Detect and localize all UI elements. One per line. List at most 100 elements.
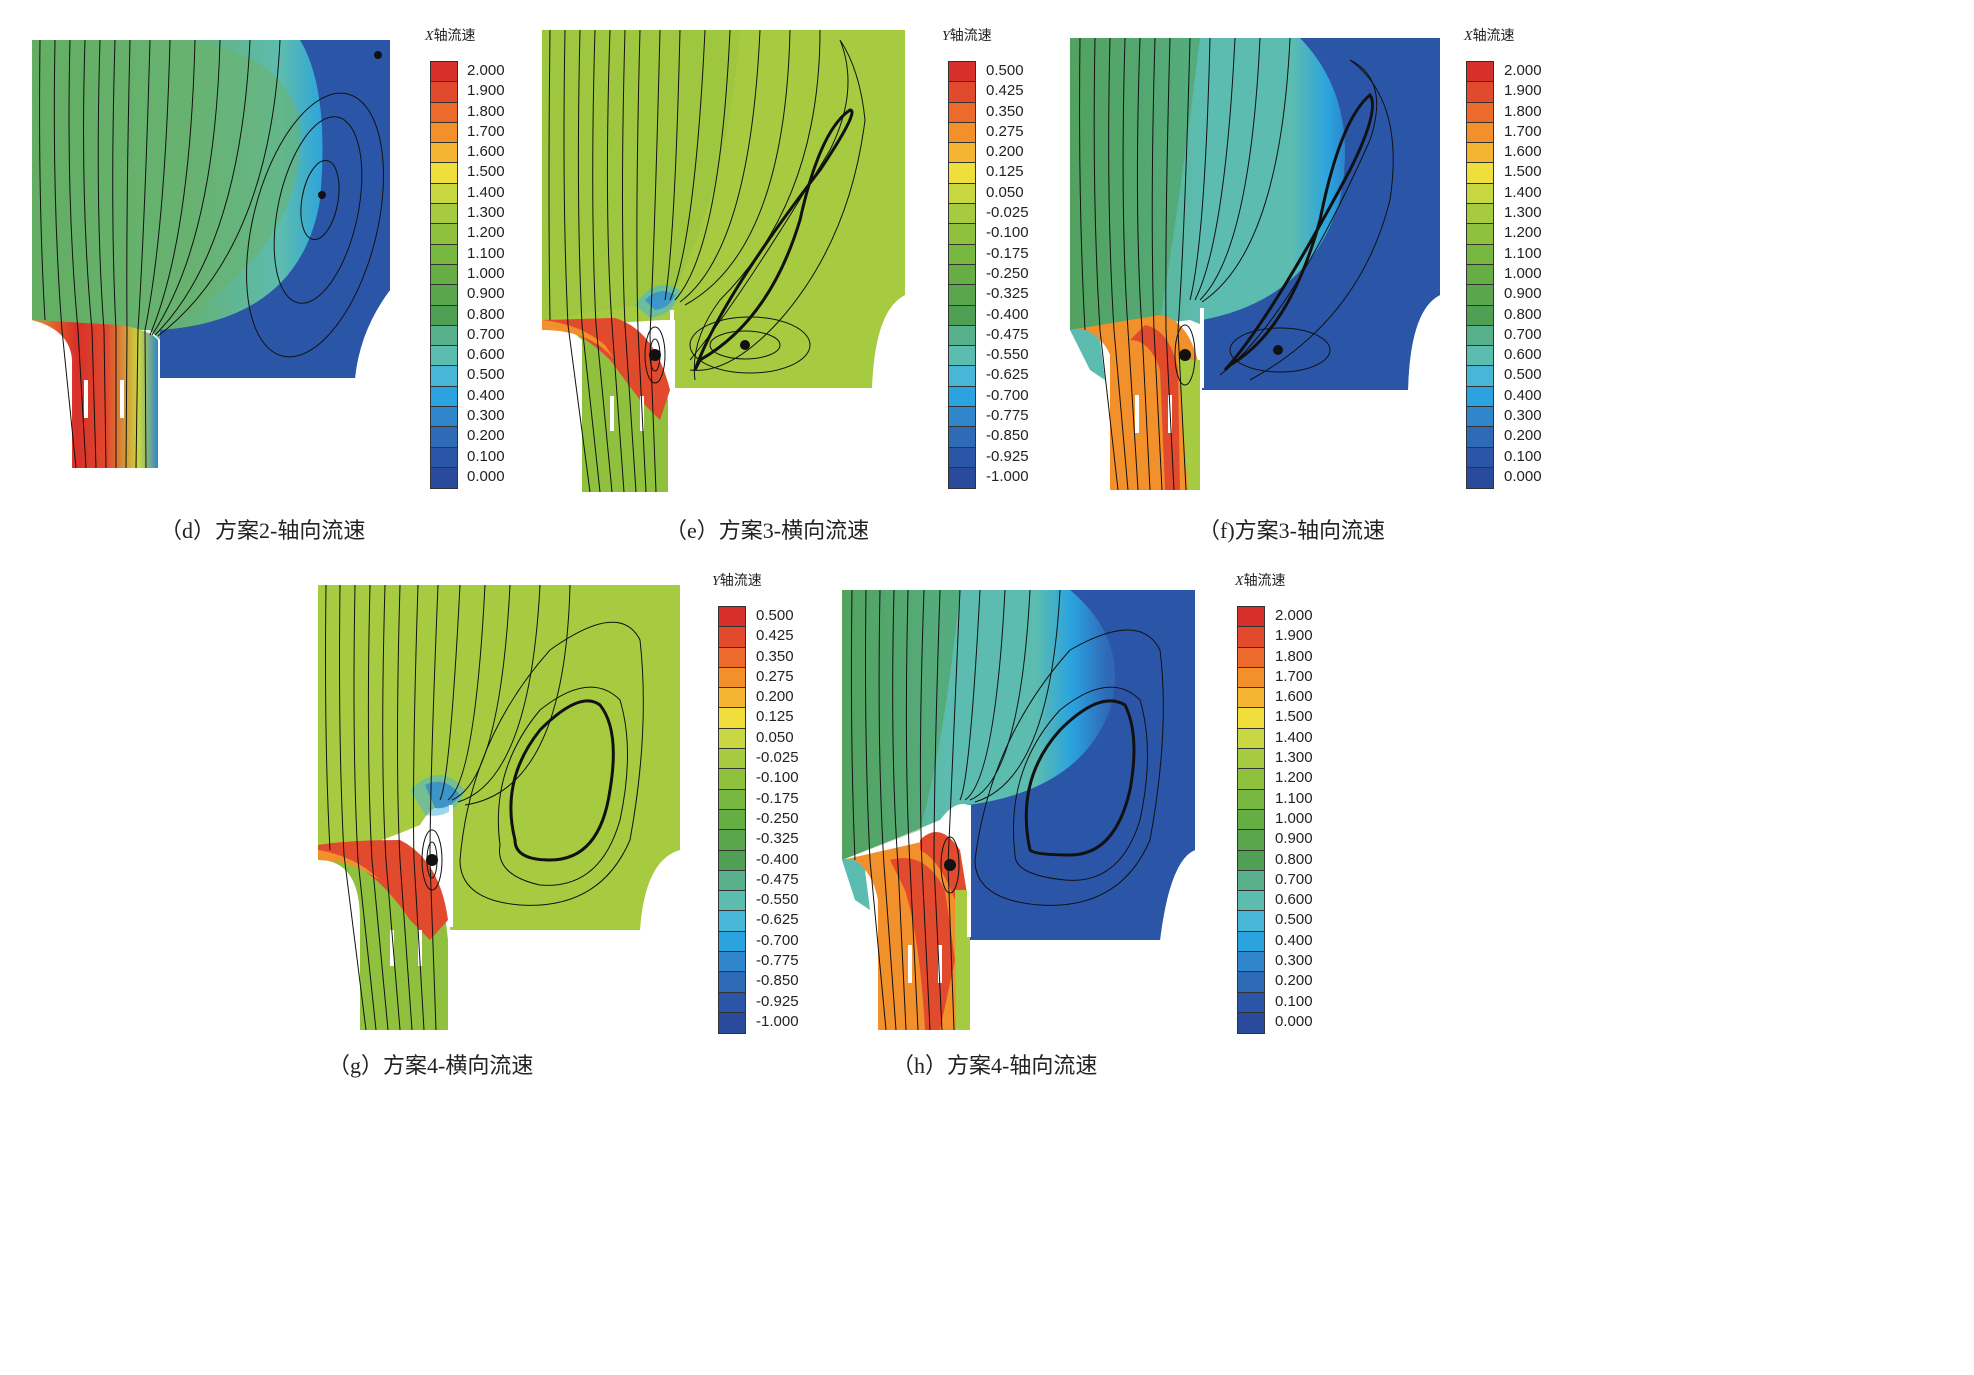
colorbar-tick-label: 0.800 [467, 305, 505, 323]
caption-d: （d）方案2-轴向流速 [160, 518, 366, 543]
colorbar-swatch [431, 224, 457, 245]
colorbar-tick-label: 0.300 [467, 407, 505, 425]
colorbar-tick-label: -0.175 [756, 789, 799, 807]
colorbar-swatch [431, 204, 457, 225]
colorbar-tick-label: -0.550 [986, 346, 1029, 364]
colorbar-tick-label: -0.625 [756, 911, 799, 929]
colorbar-swatch [1238, 607, 1264, 628]
caption-f: （f)方案3-轴向流速 [1198, 518, 1385, 543]
colorbar-swatch [719, 769, 745, 790]
colorbar-tick-label: 1.100 [1504, 244, 1542, 262]
colorbar-tick-label: 0.000 [1504, 467, 1542, 485]
colorbar-tick-label: 1.400 [1275, 728, 1313, 746]
colorbar-tick-label: 1.700 [467, 122, 505, 140]
colorbar-tick-label: 1.900 [1504, 82, 1542, 100]
colorbar-tick-label: 0.275 [756, 667, 794, 685]
colorbar-swatch [949, 183, 975, 205]
colorbar-swatch [431, 183, 457, 205]
colorbar-swatch [1238, 1012, 1264, 1034]
colorbar-tick-label: 1.500 [1504, 163, 1542, 181]
colorbar-swatch [1467, 62, 1493, 83]
colorbar-labels: 0.500 0.425 0.350 0.275 0.200 0.125 0.050 -0.02… [986, 61, 1029, 487]
colorbar-tick-label: 0.350 [986, 102, 1024, 120]
colorbar-swatch [431, 407, 457, 428]
colorbar-tick-label: 1.200 [1504, 224, 1542, 242]
colorbar-swatch [719, 931, 745, 953]
colorbar-tick-label: 0.100 [467, 447, 505, 465]
colorbar-swatch [1467, 204, 1493, 225]
colorbar-tick-label: 1.200 [1275, 769, 1313, 787]
colorbar-swatch [719, 911, 745, 932]
colorbar-tick-label: 1.700 [1275, 667, 1313, 685]
colorbar-tick-label: 0.125 [756, 708, 794, 726]
colorbar-tick-label: 1.800 [467, 102, 505, 120]
colorbar-swatch [949, 122, 975, 144]
colorbar-swatch [949, 244, 975, 265]
colorbar-swatch [1238, 972, 1264, 993]
colorbar-tick-label: -0.775 [756, 952, 799, 970]
colorbar-tick-label: 1.100 [1275, 789, 1313, 807]
colorbar-swatch [719, 728, 745, 750]
colorbar-tick-label: 0.800 [1275, 850, 1313, 868]
colorbar-swatch [431, 305, 457, 326]
colorbar-swatch [431, 82, 457, 103]
panel-d: X轴流速 2.000 1.900 1.800 1.700 1.600 1.500 1.400… [0, 0, 520, 550]
colorbar-tick-label: 1.500 [1275, 708, 1313, 726]
colorbar-tick-label: 0.000 [467, 467, 505, 485]
flow-field-f [1070, 37, 1440, 491]
colorbar-swatch [431, 244, 457, 265]
colorbar-tick-label: 0.500 [756, 607, 794, 624]
colorbar-swatch [719, 749, 745, 770]
colorbar-tick-label: 0.300 [1275, 952, 1313, 970]
colorbar-labels: 2.000 1.900 1.800 1.700 1.600 1.500 1.400 1.300… [467, 61, 505, 487]
colorbar-swatch [949, 407, 975, 428]
colorbar-tick-label: 1.400 [1504, 183, 1542, 201]
colorbar-swatch [1238, 667, 1264, 689]
colorbar-swatch [1238, 931, 1264, 953]
colorbar-tick-label: -0.100 [986, 224, 1029, 242]
colorbar-swatch [1467, 447, 1493, 468]
colorbar-swatch [431, 447, 457, 468]
colorbar-tick-label: 1.400 [467, 183, 505, 201]
colorbar-tick-label: -0.925 [756, 992, 799, 1010]
colorbar-swatch [719, 992, 745, 1013]
colorbar-swatch [1238, 708, 1264, 729]
colorbar-swatch [949, 305, 975, 326]
colorbar-tick-label: -0.025 [756, 749, 799, 767]
colorbar-swatch [719, 830, 745, 851]
colorbar-tick-label: 0.800 [1504, 305, 1542, 323]
colorbar-tick-label: -0.550 [756, 891, 799, 909]
colorbar-tick-label: -0.700 [986, 386, 1029, 404]
colorbar-tick-label: 1.600 [1504, 143, 1542, 161]
colorbar-tick-label: 1.200 [467, 224, 505, 242]
colorbar-swatch [1238, 952, 1264, 973]
colorbar-tick-label: 0.200 [467, 427, 505, 445]
colorbar-swatch [1238, 870, 1264, 892]
colorbar-swatch [949, 386, 975, 408]
legend-title: Y轴流速 [942, 29, 992, 44]
colorbar-tick-label: -0.475 [986, 325, 1029, 343]
colorbar-swatch [719, 647, 745, 668]
colorbar-swatch [719, 1012, 745, 1034]
colorbar-tick-label: 0.500 [1275, 911, 1313, 929]
colorbar-tick-label: 0.400 [467, 386, 505, 404]
colorbar-swatch [949, 163, 975, 184]
colorbar-swatch [719, 870, 745, 892]
colorbar-swatch [1467, 82, 1493, 103]
colorbar-swatch [949, 102, 975, 123]
colorbar-tick-label: 1.600 [467, 143, 505, 161]
colorbar-tick-label: 0.900 [467, 285, 505, 303]
colorbar-tick-label: 0.300 [1504, 407, 1542, 425]
colorbar-tick-label: -0.250 [756, 809, 799, 827]
colorbar-swatch [1238, 647, 1264, 668]
colorbar-tick-label: 0.700 [1504, 325, 1542, 343]
colorbar-swatch [1467, 285, 1493, 306]
colorbar-swatch [949, 204, 975, 225]
colorbar-swatch [719, 688, 745, 709]
colorbar-tick-label: 1.900 [1275, 627, 1313, 645]
colorbar-swatch [1467, 122, 1493, 144]
colorbar-swatch [431, 427, 457, 448]
colorbar-swatch [1467, 163, 1493, 184]
colorbar [948, 61, 976, 490]
colorbar-swatch [1467, 386, 1493, 408]
